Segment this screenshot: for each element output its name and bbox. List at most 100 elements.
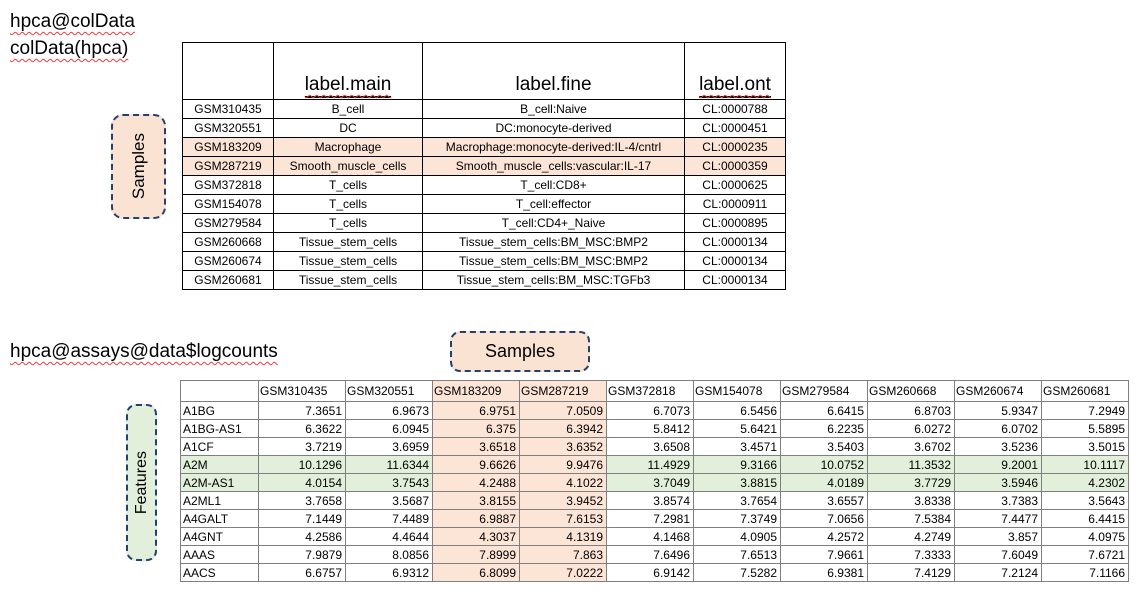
table-row: A4GALT 7.1449 7.4489 6.9887 7.6153 7.2981 7.37… xyxy=(180,509,1129,528)
table-row: GSM320551 DC DC:monocyte-derived CL:0000451 xyxy=(182,118,786,138)
table-cell: Macrophage:monocyte-derived:IL-4/cntrl xyxy=(422,137,685,157)
table-cell: 4.2488 xyxy=(432,473,520,492)
table-cell: 5.5895 xyxy=(1041,419,1129,438)
table-cell: 7.3651 xyxy=(258,401,346,420)
table-cell: 9.2001 xyxy=(954,455,1042,474)
table-cell: 7.6496 xyxy=(606,545,694,564)
table-cell: 6.9381 xyxy=(780,563,868,582)
table-cell: 7.3333 xyxy=(867,545,955,564)
table-cell: 6.5456 xyxy=(693,401,781,420)
table-cell: 7.0222 xyxy=(519,563,607,582)
column-header-text: label.main xyxy=(304,74,392,98)
table-cell: 6.4415 xyxy=(1041,509,1129,528)
features-callout-label: Features xyxy=(132,450,150,515)
table-cell: CL:0000235 xyxy=(684,137,786,157)
table-cell: 4.2302 xyxy=(1041,473,1129,492)
table-cell: 3.6959 xyxy=(345,437,433,456)
table-cell: 11.4929 xyxy=(606,455,694,474)
table-row: A1BG-AS1 6.3622 6.0945 6.375 6.3942 5.8412 5.6… xyxy=(180,419,1129,438)
table-row: GSM154078 T_cells T_cell:effector CL:000091… xyxy=(182,194,786,214)
table-cell: 3.5946 xyxy=(954,473,1042,492)
row-header: GSM310435 xyxy=(182,99,274,119)
table-row: A2M 10.1296 11.6344 9.6626 9.9476 11.4929 9.31… xyxy=(180,455,1129,474)
column-header-GSM287219: GSM287219 xyxy=(519,380,607,402)
logcounts-title: hpca@assays@data$logcounts xyxy=(10,341,278,362)
column-header-label: label.main xyxy=(304,74,392,98)
table-cell: CL:0000451 xyxy=(684,118,786,138)
table-cell: 11.3532 xyxy=(867,455,955,474)
table-cell: B_cell xyxy=(273,99,423,119)
table-cell: 7.0509 xyxy=(519,401,607,420)
table-row: GSM260668 Tissue_stem_cells Tissue_stem_ce… xyxy=(182,232,786,252)
table-cell: 4.1022 xyxy=(519,473,607,492)
row-header: GSM260674 xyxy=(182,251,274,271)
table-cell: Tissue_stem_cells xyxy=(273,251,423,271)
corner-cell xyxy=(182,42,274,100)
row-header: GSM260681 xyxy=(182,270,274,290)
table-cell: 3.6702 xyxy=(867,437,955,456)
row-header: GSM287219 xyxy=(182,156,274,176)
column-header-GSM372818: GSM372818 xyxy=(606,380,694,402)
table-cell: Smooth_muscle_cells:vascular:IL-17 xyxy=(422,156,685,176)
table-cell: Tissue_stem_cells:BM_MSC:BMP2 xyxy=(422,232,685,252)
coldata-table-header: label.main label.fine label.ont xyxy=(182,42,786,100)
table-cell: 3.5015 xyxy=(1041,437,1129,456)
row-header: GSM320551 xyxy=(182,118,274,138)
table-cell: 6.9751 xyxy=(432,401,520,420)
table-cell: 3.6352 xyxy=(519,437,607,456)
table-cell: 9.3166 xyxy=(693,455,781,474)
table-row: AACS 6.6757 6.9312 6.8099 7.0222 6.9142 7.5282… xyxy=(180,563,1129,582)
table-cell: 8.0856 xyxy=(345,545,433,564)
table-cell: 4.0189 xyxy=(780,473,868,492)
table-cell: 7.4489 xyxy=(345,509,433,528)
table-cell: 4.2749 xyxy=(867,527,955,546)
row-header: GSM279584 xyxy=(182,213,274,233)
row-header: AAAS xyxy=(180,545,259,564)
table-cell: 3.8574 xyxy=(606,491,694,510)
table-cell: 7.2981 xyxy=(606,509,694,528)
table-cell: 7.863 xyxy=(519,545,607,564)
table-cell: 3.5687 xyxy=(345,491,433,510)
row-header: AACS xyxy=(180,563,259,582)
coldata-header-row: label.main label.fine label.ont xyxy=(182,42,786,100)
table-cell: 6.8703 xyxy=(867,401,955,420)
table-cell: 3.7654 xyxy=(693,491,781,510)
table-cell: CL:0000134 xyxy=(684,232,786,252)
table-cell: 3.6508 xyxy=(606,437,694,456)
table-cell: 6.0272 xyxy=(867,419,955,438)
table-cell: 4.2572 xyxy=(780,527,868,546)
table-cell: 7.2124 xyxy=(954,563,1042,582)
row-header: A4GNT xyxy=(180,527,259,546)
table-cell: 6.9673 xyxy=(345,401,433,420)
table-cell: 3.8815 xyxy=(693,473,781,492)
table-cell: 7.9661 xyxy=(780,545,868,564)
table-cell: 6.9312 xyxy=(345,563,433,582)
row-header: A1BG-AS1 xyxy=(180,419,259,438)
table-cell: 7.5282 xyxy=(693,563,781,582)
table-cell: 3.5403 xyxy=(780,437,868,456)
table-cell: 10.0752 xyxy=(780,455,868,474)
row-header: GSM372818 xyxy=(182,175,274,195)
table-cell: CL:0000359 xyxy=(684,156,786,176)
coldata-table-body: GSM310435 B_cell B_cell:Naive CL:0000788 GSM… xyxy=(182,99,786,290)
table-cell: 5.8412 xyxy=(606,419,694,438)
table-row: A1BG 7.3651 6.9673 6.9751 7.0509 6.7073 6.5456… xyxy=(180,401,1129,420)
table-cell: T_cell:effector xyxy=(422,194,685,214)
table-cell: 9.9476 xyxy=(519,455,607,474)
logcounts-table-header: GSM310435 GSM320551 GSM183209 GSM287219 GSM3… xyxy=(180,380,1129,402)
column-header-label.main: label.main xyxy=(273,42,423,100)
row-header: A2M xyxy=(180,455,259,474)
table-cell: 7.0656 xyxy=(780,509,868,528)
table-row: GSM310435 B_cell B_cell:Naive CL:0000788 xyxy=(182,99,786,119)
table-cell: 11.6344 xyxy=(345,455,433,474)
table-cell: CL:0000134 xyxy=(684,251,786,271)
row-header: GSM154078 xyxy=(182,194,274,214)
column-header-GSM260674: GSM260674 xyxy=(954,380,1042,402)
column-header-GSM320551: GSM320551 xyxy=(345,380,433,402)
samples-callout-horizontal: Samples xyxy=(450,331,590,372)
column-header-GSM260668: GSM260668 xyxy=(867,380,955,402)
table-cell: 7.1166 xyxy=(1041,563,1129,582)
table-cell: 6.0702 xyxy=(954,419,1042,438)
table-cell: 7.6153 xyxy=(519,509,607,528)
table-cell: 3.7543 xyxy=(345,473,433,492)
